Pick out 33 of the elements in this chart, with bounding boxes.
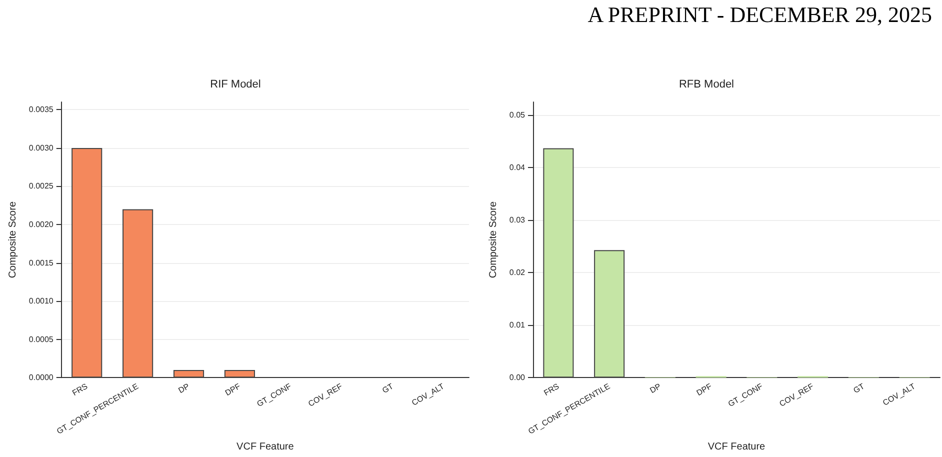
chart-title: RIF Model <box>210 78 261 90</box>
y-tick-label: 0.01 <box>509 320 526 330</box>
y-tick-label: 0.02 <box>509 268 526 278</box>
x-axis-title: VCF Feature <box>236 442 294 452</box>
y-tick-label: 0.04 <box>509 163 526 172</box>
y-tick-label: 0.0015 <box>28 258 54 268</box>
y-tick-label: 0.0020 <box>28 220 54 230</box>
x-tick-label: GT <box>852 382 866 396</box>
x-tick-label: DP <box>176 382 192 396</box>
bar <box>173 370 204 378</box>
x-tick-label: DPF <box>224 382 242 398</box>
y-tick-label: 0.0000 <box>28 373 54 382</box>
y-tick-label: 0.00 <box>509 373 526 382</box>
x-tick-label: GT <box>380 382 395 396</box>
text: A PREPRINT - DECEMBER 29, 2025 <box>588 2 932 28</box>
bar <box>594 250 625 378</box>
bar <box>543 148 574 378</box>
y-tick-label: 0.05 <box>509 110 526 120</box>
x-tick-label: DP <box>648 382 662 396</box>
bar <box>224 370 255 378</box>
chart-title: RFB Model <box>678 78 734 90</box>
y-tick-label: 0.0025 <box>28 182 54 191</box>
y-axis-title: Composite Score <box>488 201 500 278</box>
x-axis-title: VCF Feature <box>708 442 766 452</box>
y-axis-title: Composite Score <box>8 201 18 278</box>
y-tick-label: 0.0035 <box>28 105 54 114</box>
bar <box>122 209 154 378</box>
x-tick-label: DPF <box>694 382 714 398</box>
bar <box>72 148 102 378</box>
y-tick-label: 0.0030 <box>28 143 54 152</box>
y-tick-label: 0.03 <box>509 216 526 225</box>
y-tick-label: 0.0010 <box>28 296 54 306</box>
y-tick-label: 0.0005 <box>28 334 54 344</box>
